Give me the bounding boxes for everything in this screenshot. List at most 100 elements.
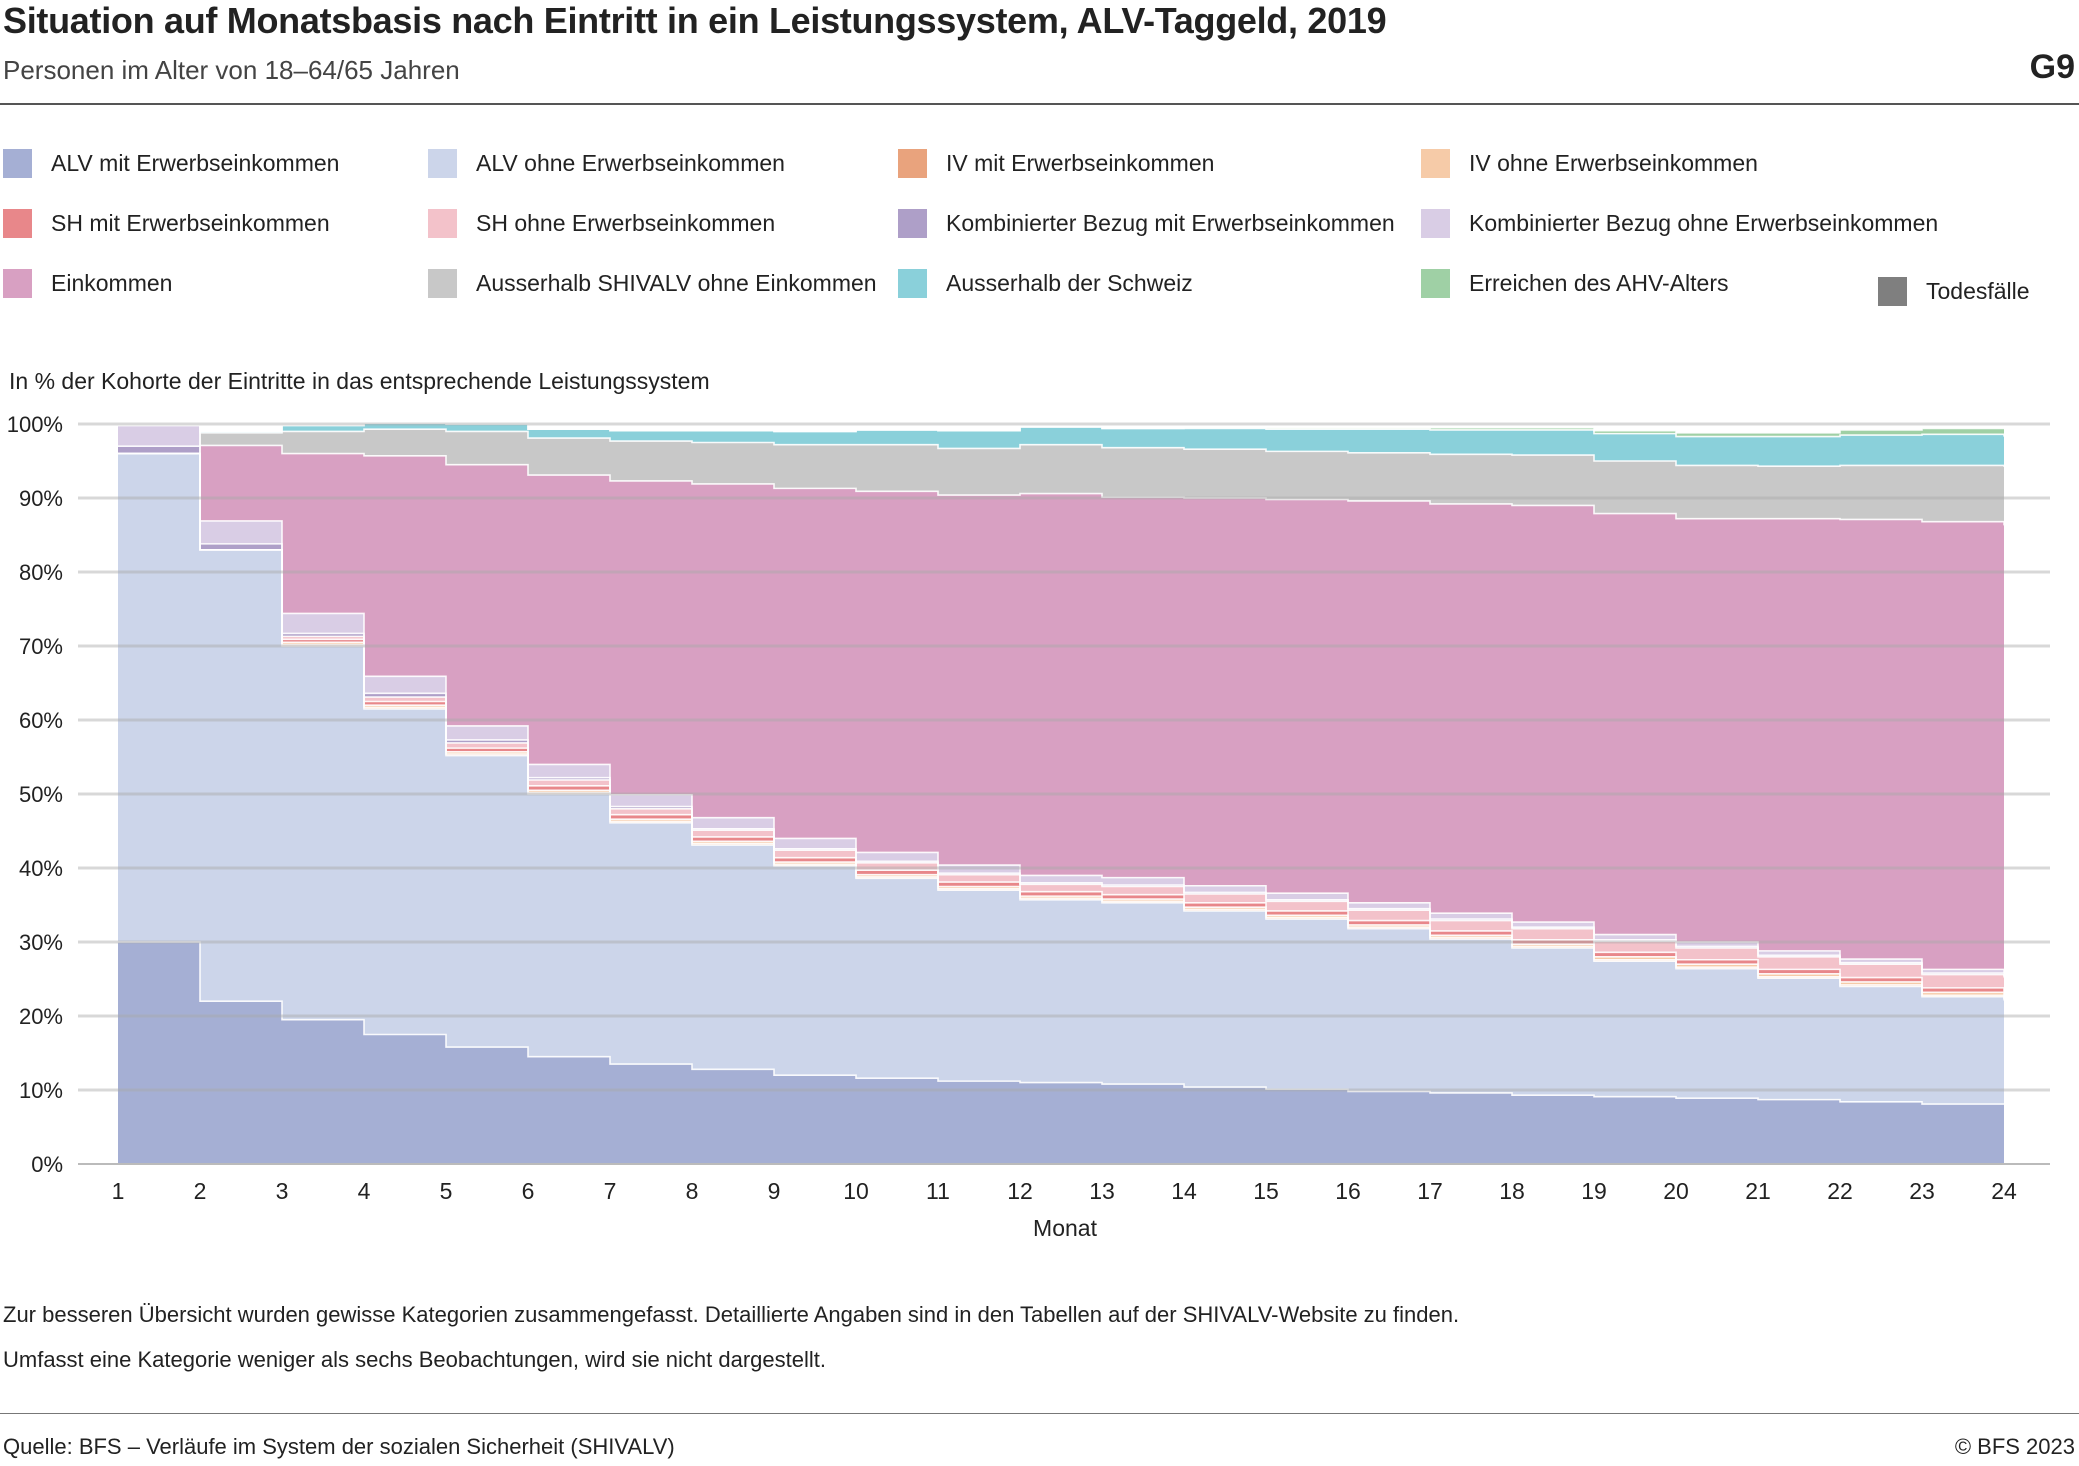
legend-swatch xyxy=(428,208,457,238)
legend-label: Kombinierter Bezug ohne Erwerbseinkommen xyxy=(1469,209,1939,236)
legend-label: Kombinierter Bezug mit Erwerbseinkommen xyxy=(946,209,1395,236)
legend-item: Ausserhalb SHIVALV ohne Einkommen xyxy=(428,268,877,298)
x-tick-label: 14 xyxy=(1171,1178,1197,1204)
legend-swatch xyxy=(898,268,927,298)
chart-title: Situation auf Monatsbasis nach Eintritt … xyxy=(3,0,1387,41)
band-separators xyxy=(118,422,2005,1105)
x-tick-label: 20 xyxy=(1663,1178,1689,1204)
x-axis: 1 2 3 4 5 6 7 8 9 10 11 12 13 14 15 16 17 18 19 20 21 22 23 24 xyxy=(112,1178,2017,1204)
footer-divider xyxy=(0,1413,2079,1414)
x-tick-label: 19 xyxy=(1581,1178,1607,1204)
x-tick-label: 18 xyxy=(1499,1178,1525,1204)
legend-item: IV ohne Erwerbseinkommen xyxy=(1421,148,1758,178)
legend-label: Ausserhalb der Schweiz xyxy=(946,269,1193,296)
y-tick-label: 60% xyxy=(19,708,63,733)
legend-item: Erreichen des AHV-Alters xyxy=(1421,268,1729,298)
series-boundary xyxy=(118,424,2005,526)
x-tick-label: 5 xyxy=(440,1178,453,1204)
legend-swatch xyxy=(898,148,927,178)
area-alv-mit-erwerbseinkommen xyxy=(118,942,2004,1164)
x-tick-label: 6 xyxy=(522,1178,535,1204)
y-tick-label: 40% xyxy=(19,856,63,881)
area-erreichen-des-ahv-alters xyxy=(118,423,2004,437)
y-tick-label: 70% xyxy=(19,634,63,659)
x-tick-label: 11 xyxy=(926,1178,950,1204)
x-tick-label: 7 xyxy=(604,1178,617,1204)
y-axis: 0% 10% 20% 30% 40% 50% 60% 70% 80% 90% 100% xyxy=(7,412,63,1177)
legend-swatch xyxy=(1878,276,1907,306)
x-tick-label: 2 xyxy=(194,1178,207,1204)
legend-label: ALV mit Erwerbseinkommen xyxy=(51,149,340,176)
series-boundary xyxy=(118,422,2005,434)
y-tick-label: 30% xyxy=(19,930,63,955)
legend-label: SH mit Erwerbseinkommen xyxy=(51,209,330,236)
series-boundary xyxy=(118,423,2005,467)
series-boundary xyxy=(118,424,2005,974)
x-tick-label: 23 xyxy=(1909,1178,1935,1204)
x-tick-label: 8 xyxy=(686,1178,699,1204)
legend-item: SH ohne Erwerbseinkommen xyxy=(428,208,775,238)
legend-item: Todesfälle xyxy=(1878,276,2030,306)
area-ausserhalb-shivalv-ohne-einkommen xyxy=(118,424,2004,526)
x-tick-label: 21 xyxy=(1745,1178,1771,1204)
legend-label: Erreichen des AHV-Alters xyxy=(1469,269,1729,296)
legend-swatch xyxy=(428,148,457,178)
x-tick-label: 24 xyxy=(1991,1178,2017,1204)
y-tick-label: 80% xyxy=(19,560,63,585)
legend-item: SH mit Erwerbseinkommen xyxy=(3,208,330,238)
legend-swatch xyxy=(898,208,927,238)
legend-item: Kombinierter Bezug mit Erwerbseinkommen xyxy=(898,208,1395,238)
y-tick-label: 50% xyxy=(19,782,63,807)
legend-item: IV mit Erwerbseinkommen xyxy=(898,148,1214,178)
gridlines xyxy=(78,422,2050,1165)
note-2: Umfasst eine Kategorie weniger als sechs… xyxy=(3,1347,827,1372)
legend-label: Todesfälle xyxy=(1926,277,2030,304)
area-alv-ohne-erwerbseinkommen xyxy=(118,453,2004,1105)
legend-swatch xyxy=(428,268,457,298)
x-tick-label: 15 xyxy=(1253,1178,1279,1204)
legend-item: Ausserhalb der Schweiz xyxy=(898,268,1193,298)
legend-swatch xyxy=(1421,148,1450,178)
legend-item: ALV mit Erwerbseinkommen xyxy=(3,148,339,178)
y-axis-title: In % der Kohorte der Eintritte in das en… xyxy=(9,368,710,394)
area-einkommen xyxy=(118,425,2004,974)
legend-label: Ausserhalb SHIVALV ohne Einkommen xyxy=(476,269,877,296)
legend-item: Kombinierter Bezug ohne Erwerbseinkommen xyxy=(1421,208,1938,238)
y-tick-label: 100% xyxy=(7,412,63,437)
chart-subtitle: Personen im Alter von 18–64/65 Jahren xyxy=(3,55,460,85)
x-tick-label: 16 xyxy=(1335,1178,1361,1204)
note-1: Zur besseren Übersicht wurden gewisse Ka… xyxy=(3,1302,1460,1327)
legend-swatch xyxy=(1421,268,1450,298)
source-note: Quelle: BFS – Verläufe im System der soz… xyxy=(3,1434,675,1459)
y-tick-label: 10% xyxy=(19,1078,63,1103)
legend-label: SH ohne Erwerbseinkommen xyxy=(476,209,776,236)
y-tick-label: 0% xyxy=(31,1152,63,1177)
x-tick-label: 1 xyxy=(112,1178,125,1204)
figure-id: G9 xyxy=(2029,48,2075,86)
y-tick-label: 20% xyxy=(19,1004,63,1029)
area-ausserhalb-der-schweiz xyxy=(118,423,2004,467)
legend-label: IV mit Erwerbseinkommen xyxy=(946,149,1215,176)
legend-swatch xyxy=(3,208,32,238)
x-tick-label: 13 xyxy=(1089,1178,1115,1204)
x-tick-label: 9 xyxy=(768,1178,781,1204)
legend-label: IV ohne Erwerbseinkommen xyxy=(1469,149,1758,176)
legend-label: ALV ohne Erwerbseinkommen xyxy=(476,149,785,176)
legend-swatch xyxy=(3,148,32,178)
chart-area: 0%10%20%30%40%50%60%70%80%90%100%1 2 3 4 5 6 7… xyxy=(7,412,2050,1241)
x-tick-label: 4 xyxy=(358,1178,371,1204)
x-tick-label: 12 xyxy=(1007,1178,1033,1204)
legend-swatch xyxy=(1421,208,1450,238)
series-areas xyxy=(118,423,2004,1164)
legend-item: ALV ohne Erwerbseinkommen xyxy=(428,148,785,178)
y-tick-label: 90% xyxy=(19,486,63,511)
legend-item: Einkommen xyxy=(3,268,172,298)
x-tick-label: 3 xyxy=(276,1178,289,1204)
series-boundary xyxy=(118,941,2004,1105)
legend-swatch xyxy=(3,268,32,298)
header-divider xyxy=(0,103,2079,105)
copyright: © BFS 2023 xyxy=(1954,1434,2075,1459)
x-tick-label: 10 xyxy=(843,1178,869,1204)
x-tick-label: 17 xyxy=(1417,1178,1443,1204)
x-axis-title: Monat xyxy=(1033,1215,1098,1241)
